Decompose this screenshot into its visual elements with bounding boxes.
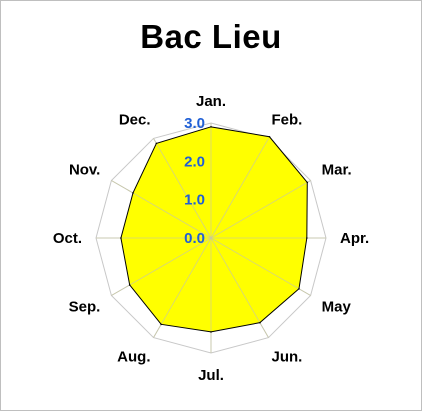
series-area [120, 126, 308, 333]
grid-spoke-overlay [210, 237, 269, 338]
data-point [155, 142, 158, 145]
data-point [298, 287, 300, 290]
category-label: Aug. [117, 349, 150, 366]
category-label: Mar. [322, 162, 352, 179]
grid-spoke-overlay [153, 138, 212, 239]
category-label: Feb. [272, 111, 303, 128]
data-point [210, 331, 212, 333]
data-point [128, 284, 131, 286]
data-point [132, 192, 134, 194]
chart-title: Bac Lieu [140, 18, 282, 55]
grid-spoke-overlay [111, 180, 212, 239]
grid-spoke-overlay [210, 237, 311, 296]
tick-label: 0.0 [184, 230, 205, 247]
data-point [259, 321, 261, 324]
data-point [306, 237, 308, 239]
category-label: Dec. [119, 111, 151, 128]
category-label: May [322, 299, 352, 316]
grid-spoke-overlay [153, 237, 212, 338]
category-label: Jul. [198, 367, 224, 384]
tick-label: 2.0 [184, 153, 205, 170]
grid-spoke-overlay [111, 237, 212, 296]
data-point [210, 126, 212, 128]
category-label: Jun. [272, 349, 303, 366]
category-label: Nov. [69, 162, 100, 179]
data-point [306, 181, 309, 184]
data-point [120, 237, 122, 239]
category-label: Apr. [340, 230, 369, 247]
data-point [160, 323, 162, 326]
tick-label: 1.0 [184, 192, 205, 209]
data-point [268, 135, 271, 138]
category-label: Sep. [69, 299, 101, 316]
category-label: Jan. [196, 93, 226, 110]
category-label: Oct. [53, 230, 82, 247]
grid-spoke-overlay [210, 138, 269, 239]
grid-spoke-overlay [210, 180, 311, 239]
tick-label: 3.0 [184, 115, 205, 132]
